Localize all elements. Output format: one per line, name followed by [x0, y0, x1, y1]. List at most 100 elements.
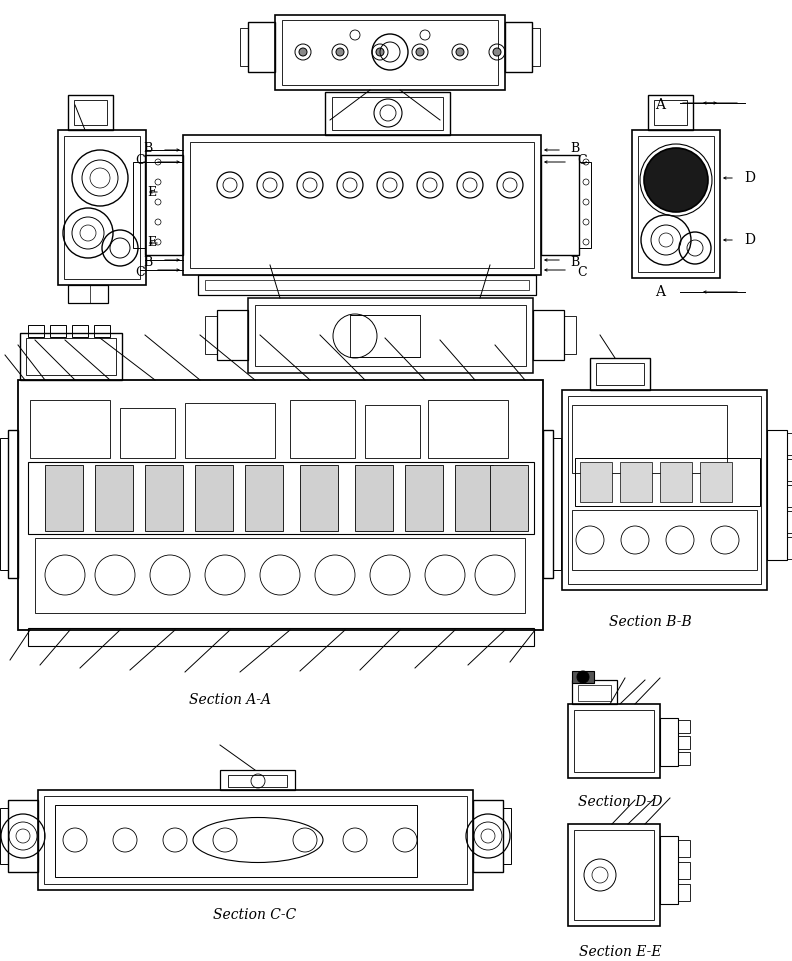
Bar [18, 380, 543, 630]
Bar [787, 433, 792, 455]
Bar [568, 396, 761, 584]
Bar [572, 510, 757, 570]
Bar [0, 438, 8, 570]
Bar [678, 862, 690, 879]
Bar [590, 358, 650, 390]
Bar [660, 462, 692, 502]
Bar [145, 465, 183, 531]
Bar [0, 808, 8, 864]
Text: B: B [570, 141, 580, 155]
Bar [8, 430, 18, 578]
Bar [428, 400, 508, 458]
Bar [183, 135, 541, 275]
Bar [95, 465, 133, 531]
Bar [700, 462, 732, 502]
Bar [654, 100, 687, 125]
Bar [490, 465, 528, 531]
Bar [133, 162, 145, 248]
Bar [300, 465, 338, 531]
Bar [648, 95, 693, 130]
Bar [290, 400, 355, 458]
Bar [58, 130, 146, 285]
Bar [26, 338, 116, 375]
Bar [638, 136, 714, 272]
Bar [72, 325, 88, 337]
Bar [572, 405, 727, 473]
Bar [45, 465, 83, 531]
Text: Section C-C: Section C-C [213, 908, 297, 922]
Bar [787, 459, 792, 481]
Bar [30, 400, 110, 458]
Bar [632, 130, 720, 278]
Bar [64, 136, 140, 279]
Bar [28, 462, 534, 534]
Bar [578, 685, 611, 701]
Circle shape [493, 48, 501, 56]
Bar [580, 462, 612, 502]
Bar [365, 405, 420, 458]
Bar [190, 142, 534, 268]
Bar [678, 720, 690, 733]
Bar [240, 28, 248, 66]
Text: D: D [744, 171, 756, 185]
Bar [355, 465, 393, 531]
Bar [350, 315, 420, 357]
Text: D: D [744, 233, 756, 247]
Bar [50, 325, 66, 337]
Bar [503, 808, 511, 864]
Bar [455, 465, 493, 531]
Bar [568, 824, 660, 926]
Bar [678, 752, 690, 765]
Bar [255, 305, 526, 366]
Bar [678, 736, 690, 749]
Bar [195, 465, 233, 531]
Circle shape [644, 148, 708, 212]
Bar [572, 671, 594, 683]
Circle shape [577, 671, 589, 683]
Bar [248, 298, 533, 373]
Bar [553, 438, 561, 570]
Bar [20, 333, 122, 380]
Bar [35, 538, 525, 613]
Bar [220, 770, 295, 790]
Text: E: E [147, 236, 157, 250]
Bar [572, 680, 617, 704]
Bar [198, 275, 536, 295]
Circle shape [456, 48, 464, 56]
Bar [332, 97, 443, 130]
Bar [543, 430, 553, 578]
Text: C: C [577, 265, 587, 279]
Bar [579, 162, 591, 248]
Bar [28, 325, 44, 337]
Text: B: B [570, 256, 580, 268]
Bar [678, 884, 690, 901]
Bar [38, 790, 473, 890]
Bar [596, 363, 644, 385]
Text: B: B [143, 141, 153, 155]
Bar [660, 718, 678, 766]
Text: Section D-D: Section D-D [577, 795, 662, 809]
Text: A: A [655, 98, 665, 112]
Bar [568, 704, 660, 778]
Bar [94, 325, 110, 337]
Circle shape [376, 48, 384, 56]
Bar [68, 285, 108, 303]
Circle shape [299, 48, 307, 56]
Circle shape [416, 48, 424, 56]
Bar [217, 310, 248, 360]
Bar [473, 800, 503, 872]
Bar [275, 15, 505, 90]
Circle shape [336, 48, 344, 56]
Text: C: C [135, 265, 145, 279]
Bar [574, 830, 654, 920]
Bar [68, 95, 113, 130]
Bar [767, 430, 787, 560]
Text: C: C [135, 154, 145, 166]
Text: C: C [577, 154, 587, 166]
Text: Section E-E: Section E-E [579, 945, 661, 959]
Bar [533, 310, 564, 360]
Bar [325, 92, 450, 135]
Bar [574, 710, 654, 772]
Text: E: E [147, 185, 157, 199]
Bar [55, 805, 417, 877]
